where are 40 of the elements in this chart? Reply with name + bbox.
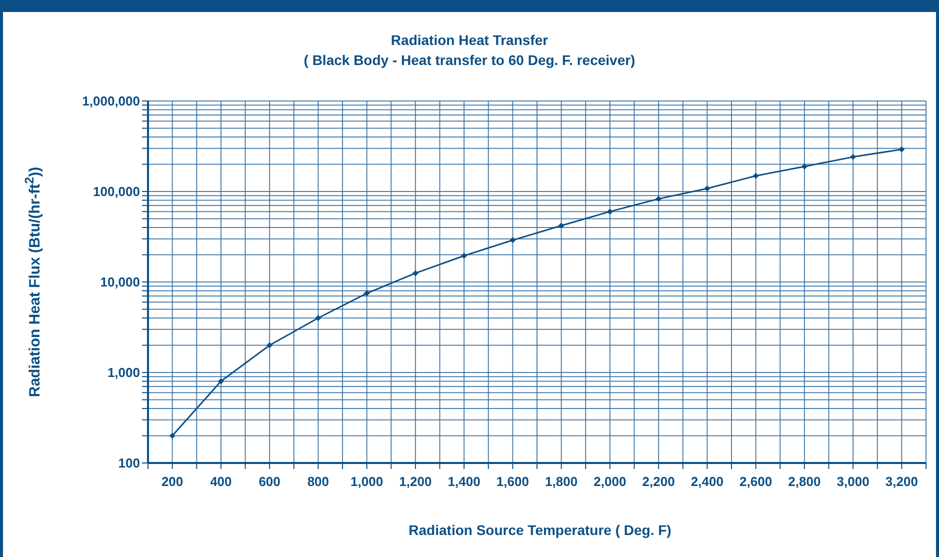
chart-subtitle: ( Black Body - Heat transfer to 60 Deg. F. receiver): [302, 51, 636, 70]
x-tick-label: 1,400: [448, 474, 480, 490]
point: [315, 315, 322, 322]
point: [752, 172, 759, 179]
x-tick-label: 2,600: [740, 474, 772, 490]
x-tick-label: 2,800: [788, 474, 821, 490]
x-tick-label: 2,000: [594, 474, 626, 490]
x-tick-label: 2,400: [690, 474, 724, 490]
x-tick-label: 1,000: [350, 474, 384, 490]
point: [412, 270, 418, 276]
x-tick-label: 3,200: [885, 474, 918, 490]
point: [704, 185, 710, 192]
x-tick-label: 2,200: [642, 474, 675, 490]
x-axis-title: Radiation Source Temperature ( Deg. F): [408, 522, 672, 538]
x-tick-label: 1,800: [545, 474, 578, 490]
point: [510, 237, 516, 244]
point: [461, 252, 468, 259]
y-tick-label: 1,000: [107, 365, 140, 380]
x-tick-label: 800: [307, 474, 330, 490]
point: [656, 196, 662, 202]
y-tick-label: 10,000: [100, 274, 140, 290]
y-tick-label: 100: [118, 456, 140, 471]
y-tick-label: 100,000: [93, 184, 140, 200]
x-tick-label: 3,000: [836, 474, 870, 490]
x-tick-label: 1,200: [399, 474, 432, 490]
point: [898, 146, 905, 152]
x-tick-label: 400: [210, 474, 232, 490]
point: [558, 222, 564, 229]
point: [364, 290, 370, 296]
point: [266, 342, 273, 348]
y-tick-label: 1,000,000: [82, 94, 140, 109]
point: [606, 208, 613, 215]
x-tick-label: 600: [258, 474, 280, 490]
chart-title: Radiation Heat Transfer: [390, 31, 550, 50]
x-tick-label: 200: [161, 474, 184, 490]
point: [850, 154, 856, 160]
point: [801, 163, 808, 170]
point: [218, 378, 224, 384]
point: [169, 432, 176, 439]
x-tick-label: 1,600: [496, 474, 529, 490]
